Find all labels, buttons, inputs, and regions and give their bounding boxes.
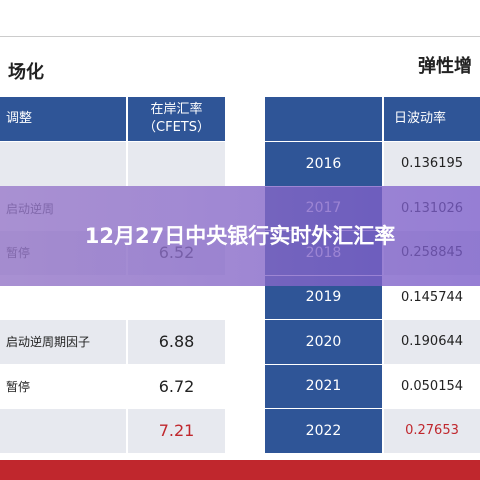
volatility-cell: 0.190644 (384, 320, 480, 364)
left-row-bg (0, 142, 126, 186)
left-row-bg (128, 320, 225, 364)
right-heading: 弹性增 (418, 56, 472, 77)
overlay-title: 12月27日中央银行实时外汇汇率 (84, 224, 396, 248)
action-cell: 启动逆周期因子 (6, 335, 91, 350)
volatility-cell: 0.050154 (384, 364, 480, 408)
right-header-1 (265, 97, 382, 141)
action-cell: 暂停 (6, 379, 31, 394)
year-cell: 2021 (265, 364, 382, 408)
rate-cell: 6.72 (158, 376, 195, 396)
rate-cell: 6.88 (158, 332, 195, 352)
rate-cell: 7.21 (158, 421, 195, 441)
left-row-bg (0, 364, 126, 408)
overlay-banner: 12月27日中央银行实时外汇汇率 (0, 186, 480, 286)
left-row-bg (0, 409, 126, 453)
bottom-bar (0, 460, 480, 480)
volatility-cell: 0.136195 (384, 142, 480, 186)
left-heading: 场化 (8, 62, 44, 83)
right-header-2: 日波动率 (384, 97, 480, 141)
year-cell: 2020 (265, 320, 382, 364)
left-row-bg (128, 409, 225, 453)
left-row-bg (128, 142, 225, 186)
left-row-bg (128, 364, 225, 408)
left-header-2: 在岸汇率 （CFETS） (128, 97, 225, 141)
year-cell: 2022 (265, 409, 382, 453)
year-cell: 2016 (265, 142, 382, 186)
volatility-cell: 0.27653 (384, 409, 480, 453)
top-rule (0, 36, 480, 37)
left-header-1: 调整 (0, 97, 126, 141)
left-row-bg (0, 320, 126, 364)
